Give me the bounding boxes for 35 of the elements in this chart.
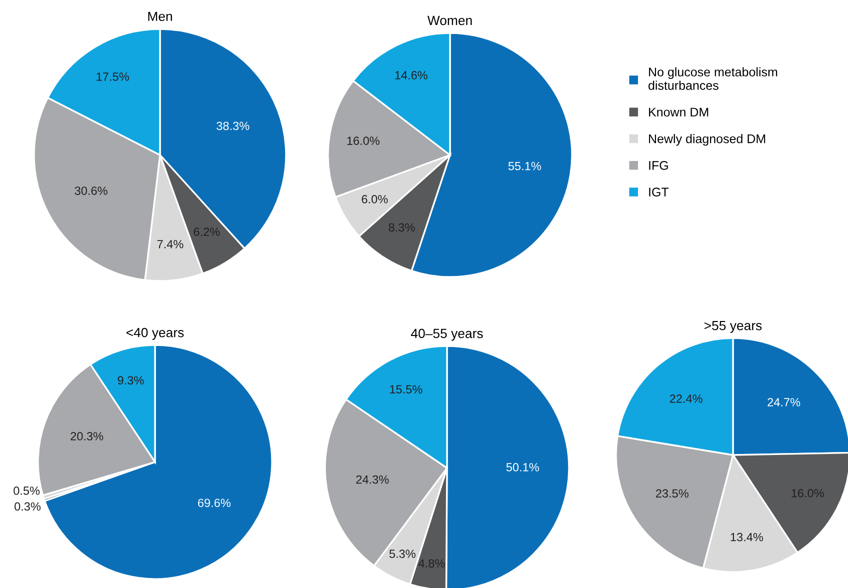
data-label: 9.3%	[118, 376, 144, 384]
chart-title: >55 years	[704, 321, 762, 333]
data-label: 50.1%	[506, 463, 539, 472]
data-label: 0.3%	[14, 502, 41, 511]
data-label: 15.5%	[390, 385, 422, 394]
data-label: 13.4%	[730, 532, 764, 542]
data-label: 6.2%	[194, 228, 220, 236]
data-label: 0.5%	[14, 486, 40, 495]
data-label: 55.1%	[508, 162, 541, 170]
data-label: 69.6%	[198, 498, 231, 508]
data-label: 20.3%	[70, 432, 104, 440]
legend-label: Known DM	[649, 108, 708, 117]
data-label: 16.0%	[792, 488, 824, 498]
legend-label: IGT	[649, 188, 669, 197]
data-label: 24.7%	[768, 398, 800, 406]
data-label: 16.0%	[347, 136, 380, 145]
chart-title: <40 years	[126, 328, 184, 340]
data-label: 14.6%	[395, 71, 428, 80]
data-label: 24.3%	[356, 475, 389, 484]
legend-label: No glucose metabolism disturbances	[648, 67, 778, 90]
data-label: 6.0%	[362, 195, 388, 204]
data-label: 4.8%	[418, 559, 445, 568]
chart-title: Men	[148, 12, 172, 22]
data-label: 5.3%	[389, 550, 416, 558]
data-label: 38.3%	[216, 122, 250, 130]
data-label: 8.3%	[388, 223, 415, 232]
chart-title: 40–55 years	[410, 328, 483, 341]
data-label: 30.6%	[74, 186, 108, 195]
data-label: 17.5%	[96, 72, 129, 81]
legend-label: IFG	[649, 161, 668, 170]
data-label: 22.4%	[670, 394, 702, 403]
data-label: 23.5%	[656, 489, 688, 498]
chart-title: Women	[427, 16, 472, 26]
data-label: 7.4%	[157, 240, 184, 248]
legend-label: Newly diagnosed DM	[649, 134, 766, 146]
